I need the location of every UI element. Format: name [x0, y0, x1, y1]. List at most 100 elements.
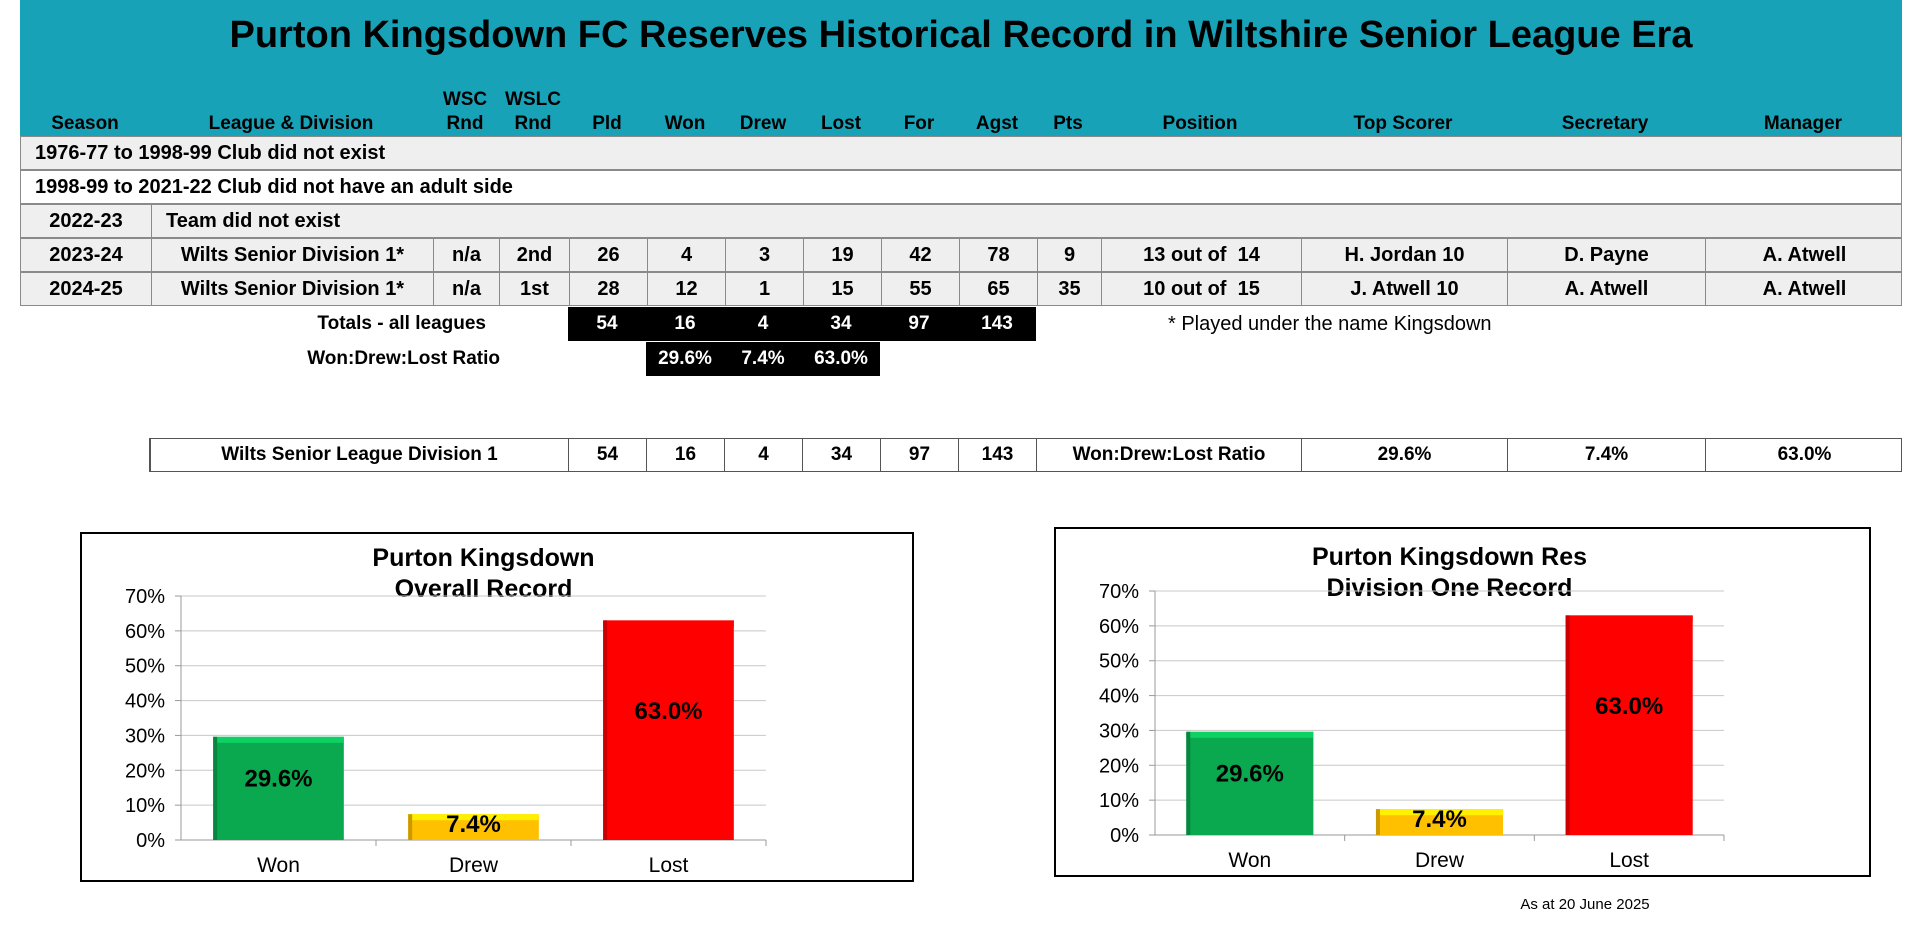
- note-text: 1976-77 to 1998-99 Club did not exist: [35, 141, 386, 164]
- col-header-season: Season: [20, 88, 150, 136]
- division-one-record-chart-svg: Purton Kingsdown Res Division One Record 0…: [1099, 543, 1725, 872]
- category-label: Lost: [649, 854, 689, 877]
- ratio-lost: 63.0%: [802, 342, 880, 376]
- chart-title-line: Purton Kingsdown Res: [1312, 543, 1587, 571]
- pts-cell: 35: [1037, 273, 1101, 305]
- col-header-wsc: WSC Rnd: [432, 88, 498, 136]
- col-header-for-label: For: [903, 113, 935, 134]
- col-header-wsc-top: WSC: [442, 89, 488, 110]
- top-scorer-cell: J. Atwell 10: [1301, 273, 1507, 305]
- summary-ratio-label: Won:Drew:Lost Ratio: [1036, 439, 1301, 471]
- col-header-season-label: Season: [51, 113, 119, 134]
- y-tick-label: 0%: [1110, 825, 1139, 847]
- col-header-pld-label: Pld: [592, 113, 622, 134]
- totals-pld: 54: [568, 307, 646, 341]
- league-cell: Wilts Senior Division 1*: [151, 239, 433, 271]
- col-header-position-label: Position: [1162, 113, 1238, 134]
- overall-record-chart: Purton Kingsdown Overall Record 0% 10% 20% 30…: [80, 532, 914, 882]
- y-tick-label: 60%: [1099, 616, 1139, 638]
- category-label: Won: [1228, 849, 1271, 872]
- ratio-won: 29.6%: [646, 342, 724, 376]
- footnote: * Played under the name Kingsdown: [1168, 312, 1492, 335]
- bar-lost: [1565, 615, 1693, 835]
- bar-won: [1186, 731, 1314, 835]
- manager-cell: A. Atwell: [1705, 273, 1903, 305]
- col-header-wsc-bottom: Rnd: [446, 113, 484, 134]
- col-header-for: For: [880, 88, 958, 136]
- data-label: 7.4%: [1412, 806, 1467, 833]
- bar-highlight: [1375, 809, 1504, 816]
- bar-edge: [408, 814, 413, 840]
- chart-title-line: Division One Record: [1327, 574, 1573, 602]
- totals-label: Totals - all leagues: [317, 313, 486, 334]
- col-header-top-scorer-label: Top Scorer: [1353, 113, 1453, 134]
- wslc-cell: 1st: [499, 273, 569, 305]
- summary-lost-pct: 63.0%: [1705, 439, 1903, 471]
- bar-edge: [213, 736, 218, 840]
- pld-cell: 28: [569, 273, 647, 305]
- bar-edge: [1186, 731, 1191, 835]
- table-row-2024-25: 2024-25 Wilts Senior Division 1* n/a 1st…: [20, 272, 1902, 306]
- wsc-cell: n/a: [433, 239, 499, 271]
- col-header-pts-label: Pts: [1053, 113, 1083, 134]
- summary-for: 97: [880, 439, 958, 471]
- manager-cell: A. Atwell: [1705, 239, 1903, 271]
- summary-won-pct: 29.6%: [1301, 439, 1507, 471]
- won-cell: 12: [647, 273, 725, 305]
- summary-row: Wilts Senior League Division 1 54 16 4 3…: [149, 438, 1902, 472]
- for-cell: 42: [881, 239, 959, 271]
- bar-lost: [603, 620, 734, 840]
- season-cell: 2023-24: [49, 243, 123, 266]
- team-status-cell: Team did not exist: [151, 205, 1903, 237]
- table-row-2023-24: 2023-24 Wilts Senior Division 1* n/a 2nd…: [20, 238, 1902, 272]
- bar-highlight: [213, 736, 344, 743]
- totals-won: 16: [646, 307, 724, 341]
- bar-highlight: [1565, 615, 1693, 622]
- totals-lost: 34: [802, 307, 880, 341]
- col-header-pts: Pts: [1036, 88, 1100, 136]
- data-label: 29.6%: [244, 765, 312, 792]
- category-label: Drew: [449, 854, 499, 877]
- data-label: 7.4%: [446, 811, 501, 838]
- agst-cell: 65: [959, 273, 1037, 305]
- y-tick-label: 30%: [125, 725, 165, 747]
- data-label: 29.6%: [1216, 760, 1284, 787]
- col-header-drew: Drew: [724, 88, 802, 136]
- y-tick-label: 40%: [125, 691, 165, 713]
- col-header-lost-label: Lost: [820, 113, 862, 134]
- y-tick-label: 60%: [125, 621, 165, 643]
- summary-lost: 34: [802, 439, 880, 471]
- table-row-2022: 2022-23 Team did not exist: [20, 204, 1902, 238]
- summary-label: Wilts Senior League Division 1: [150, 439, 568, 471]
- col-header-drew-label: Drew: [739, 113, 787, 134]
- season-cell: 2024-25: [49, 277, 123, 300]
- col-header-league: League & Division: [150, 88, 432, 136]
- bar-highlight: [408, 814, 539, 821]
- summary-drew: 4: [724, 439, 802, 471]
- col-header-top-scorer: Top Scorer: [1300, 88, 1506, 136]
- col-header-wslc-top: WSLC: [505, 89, 561, 110]
- col-header-position: Position: [1100, 88, 1300, 136]
- chart-title-line: Purton Kingsdown: [372, 544, 594, 572]
- bar-highlight: [603, 620, 734, 627]
- league-cell: Wilts Senior Division 1*: [151, 273, 433, 305]
- division-one-record-chart: Purton Kingsdown Res Division One Record 0…: [1054, 527, 1871, 877]
- pts-cell: 9: [1037, 239, 1101, 271]
- y-tick-label: 40%: [1099, 686, 1139, 708]
- totals-drew: 4: [724, 307, 802, 341]
- category-label: Lost: [1609, 849, 1649, 872]
- secretary-cell: D. Payne: [1507, 239, 1705, 271]
- summary-pld: 54: [568, 439, 646, 471]
- totals-for: 97: [880, 307, 958, 341]
- bar-won: [213, 736, 344, 840]
- pld-cell: 26: [569, 239, 647, 271]
- col-header-secretary-label: Secretary: [1561, 113, 1649, 134]
- col-header-agst-label: Agst: [975, 113, 1019, 134]
- totals-agst: 143: [958, 307, 1036, 341]
- ratio-label: Won:Drew:Lost Ratio: [307, 348, 500, 369]
- col-header-wslc-bottom: Rnd: [514, 113, 552, 134]
- bar-edge: [1375, 809, 1380, 835]
- col-header-lost: Lost: [802, 88, 880, 136]
- secretary-cell: A. Atwell: [1507, 273, 1705, 305]
- y-tick-label: 0%: [136, 830, 165, 852]
